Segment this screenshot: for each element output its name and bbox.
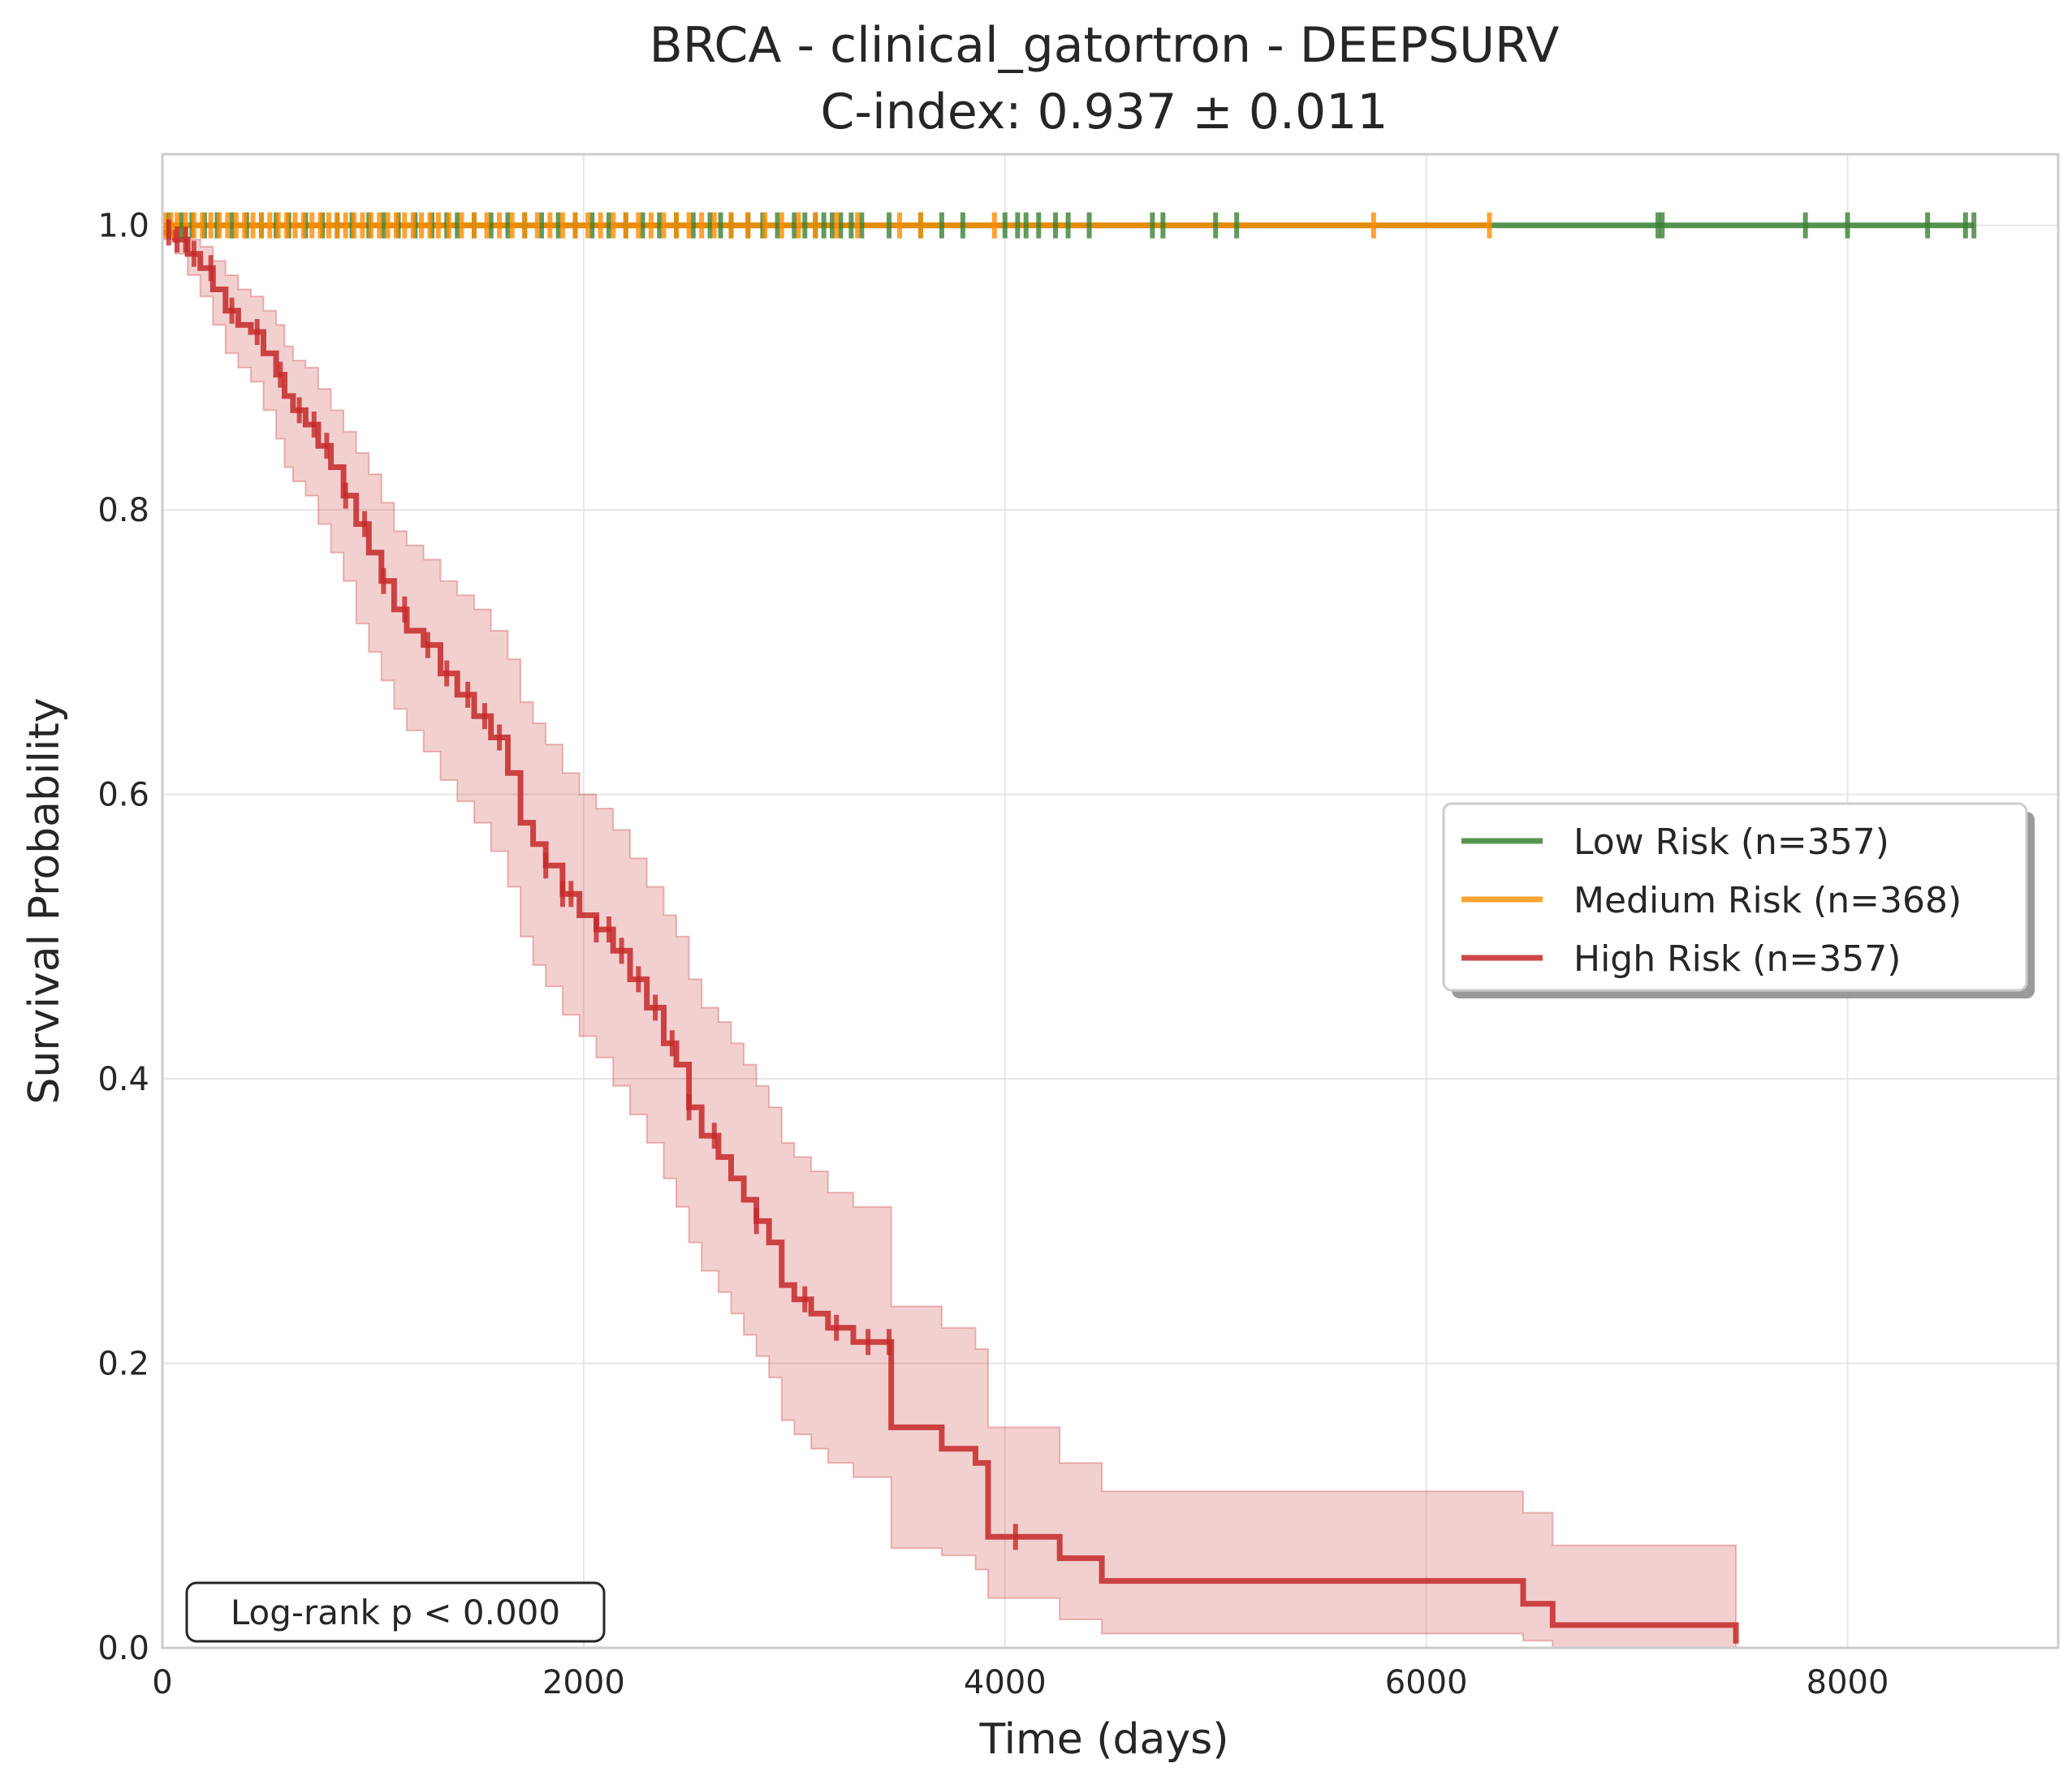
y-tick-label: 0.0: [97, 1630, 149, 1667]
series-line-2: [162, 229, 1739, 1644]
y-tick-label: 0.6: [97, 777, 149, 814]
legend-label-low: Low Risk (n=357): [1573, 821, 1889, 863]
legend-label-medium: Medium Risk (n=368): [1573, 880, 1962, 921]
x-tick-labels: 0 2000 4000 6000 8000: [152, 1664, 1889, 1701]
y-tick-label: 0.8: [97, 492, 149, 529]
annotation-text: Log-rank p < 0.000: [231, 1593, 560, 1632]
x-tick-label: 4000: [964, 1664, 1047, 1701]
legend-box: [1442, 802, 2028, 992]
y-tick-label: 1.0: [97, 208, 149, 245]
x-tick-label: 8000: [1807, 1664, 1889, 1701]
legend-label-high: High Risk (n=357): [1573, 938, 1901, 980]
logrank-annotation: Log-rank p < 0.000: [185, 1581, 606, 1643]
censor-marks: [162, 212, 1977, 1550]
x-tick-label: 0: [152, 1664, 172, 1701]
y-tick-label: 0.2: [97, 1346, 149, 1383]
legend: Low Risk (n=357) Medium Risk (n=368) Hig…: [1442, 802, 2035, 998]
chart-subtitle: C-index: 0.937 ± 0.011: [821, 84, 1388, 140]
x-tick-label: 6000: [1385, 1664, 1468, 1701]
plot-frame: [161, 153, 2060, 1649]
x-tick-label: 2000: [542, 1664, 625, 1701]
chart-title: BRCA - clinical_gatortron - DEEPSURV: [650, 17, 1560, 74]
y-tick-label: 0.4: [97, 1061, 149, 1098]
x-axis-label: Time (days): [978, 1715, 1228, 1764]
annotation-box: [185, 1581, 606, 1643]
y-tick-labels: 0.0 0.2 0.4 0.6 0.8 1.0: [97, 208, 149, 1667]
y-axis-label: Survival Probability: [20, 697, 69, 1104]
